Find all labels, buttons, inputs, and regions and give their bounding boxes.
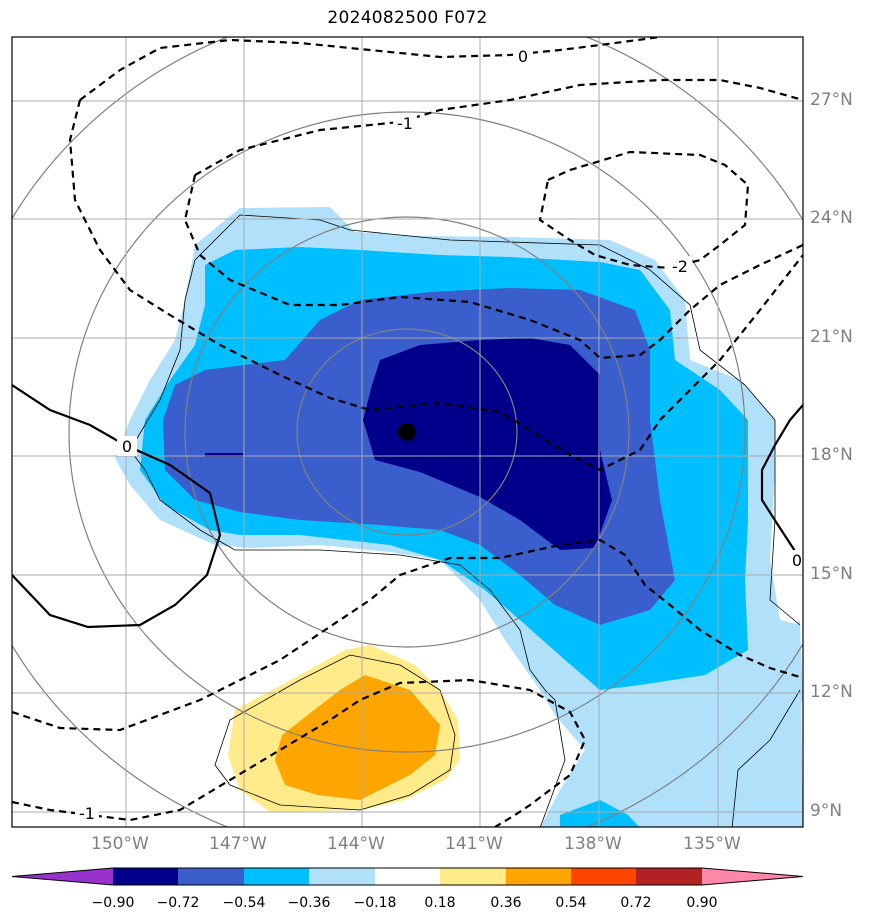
colorbar — [11, 867, 804, 886]
colorbar-tick-label: −0.72 — [156, 895, 200, 911]
lon-label-150w: 150°W — [91, 834, 149, 854]
colorbar-tick-label: 0.90 — [686, 895, 718, 911]
lat-label-27n: 27°N — [810, 90, 853, 110]
colorbar-tick-label: −0.36 — [287, 895, 331, 911]
contour-label: -1 — [79, 804, 95, 823]
colorbar-swatch — [636, 868, 702, 885]
shading-outlines — [129, 214, 801, 827]
contour-labels: 0 -1 -2 0 0 -1 — [75, 46, 803, 823]
contour-label: 0 — [792, 551, 802, 570]
storm-center-marker — [398, 423, 416, 441]
lat-label-12n: 12°N — [810, 682, 853, 702]
contour-label: 0 — [518, 47, 528, 66]
graticule — [12, 37, 803, 827]
solid-contours — [12, 384, 803, 629]
colorbar-tick-label: −0.54 — [222, 895, 266, 911]
colorbar-swatch — [309, 868, 375, 885]
colorbar-swatch — [702, 868, 803, 885]
lat-label-15n: 15°N — [810, 564, 853, 584]
lon-label-144w: 144°W — [327, 834, 385, 854]
colorbar-tick-label: 0.36 — [490, 895, 522, 911]
lon-label-135w: 135°W — [683, 834, 741, 854]
colorbar-swatch — [113, 868, 178, 885]
colorbar-swatch — [375, 868, 440, 885]
map-title: 2024082500 F072 — [327, 8, 488, 28]
colorbar-tick-label: 0.18 — [424, 895, 456, 911]
contour-label: -1 — [397, 114, 413, 133]
colorbar-tick-label: 0.72 — [620, 895, 652, 911]
colorbar-outline — [11, 867, 804, 886]
colorbar-tick-label: 0.54 — [555, 895, 587, 911]
lon-label-138w: 138°W — [564, 834, 622, 854]
lat-label-9n: 9°N — [810, 801, 843, 821]
map-frame — [11, 36, 804, 828]
colorbar-swatch — [178, 868, 244, 885]
dashed-contours — [12, 37, 803, 827]
colorbar-tick-label: −0.90 — [91, 895, 135, 911]
colorbar-swatch — [571, 868, 636, 885]
lat-label-18n: 18°N — [810, 445, 853, 465]
field-orange — [275, 675, 440, 800]
colorbar-tick-label: −0.18 — [353, 895, 397, 911]
lon-label-141w: 141°W — [445, 834, 503, 854]
lat-label-24n: 24°N — [810, 208, 853, 228]
colorbar-swatch — [506, 868, 571, 885]
lon-label-147w: 147°W — [209, 834, 267, 854]
range-rings — [12, 37, 803, 827]
contour-label: -2 — [672, 257, 688, 276]
lat-label-21n: 21°N — [810, 327, 853, 347]
colorbar-swatch — [440, 868, 506, 885]
colorbar-swatch — [244, 868, 309, 885]
colorbar-swatch — [12, 868, 113, 885]
contour-label: 0 — [122, 437, 132, 456]
